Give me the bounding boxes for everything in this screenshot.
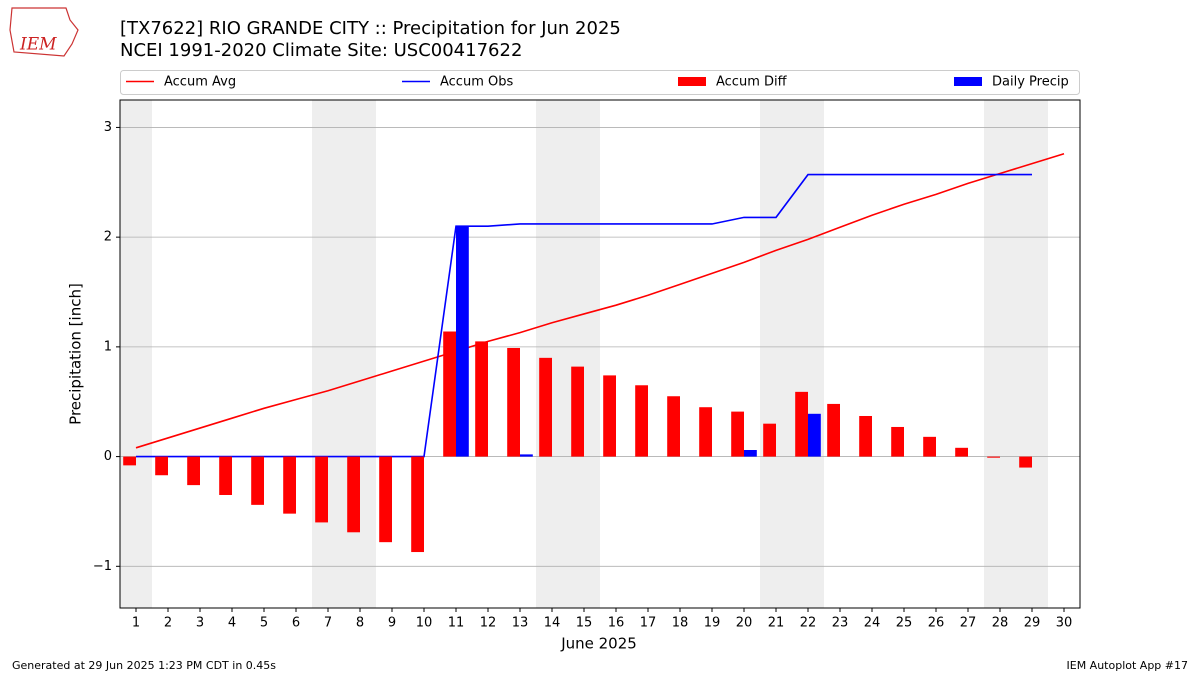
bar [251,456,264,505]
weekend-shade [568,100,600,608]
x-tick-label: 17 [640,616,657,631]
x-tick-label: 29 [1024,616,1041,631]
x-tick-label: 5 [260,616,268,631]
legend-box [120,70,1080,95]
x-tick-label: 9 [388,616,396,631]
legend-swatch [678,77,706,86]
x-tick-label: 25 [896,616,913,631]
bar [1019,456,1032,468]
y-tick-label: 1 [104,339,112,354]
bar [795,391,808,457]
y-tick-label: 3 [104,120,112,135]
x-tick-label: 6 [292,616,300,631]
y-axis-label: Precipitation [inch] [67,283,85,425]
weekend-shade [984,100,1016,608]
bar [315,456,328,523]
legend-label: Accum Avg [164,75,236,90]
x-tick-label: 26 [928,616,945,631]
legend-swatch [954,77,982,86]
x-tick-label: 11 [448,616,465,631]
bar [827,403,840,457]
bar [731,411,744,457]
bar [603,375,616,457]
weekend-shade [792,100,824,608]
y-tick-label: 0 [104,449,112,464]
bar [699,407,712,457]
bar [923,436,936,457]
x-tick-label: 23 [832,616,849,631]
bar [123,456,136,466]
y-tick-label: −1 [93,559,112,574]
x-tick-label: 21 [768,616,785,631]
x-tick-label: 24 [864,616,881,631]
x-tick-label: 1 [132,616,140,631]
bar [635,385,648,457]
x-tick-label: 19 [704,616,721,631]
bar [456,226,469,457]
weekend-shade [536,100,568,608]
logo-text: IEM [19,35,57,55]
x-tick-label: 13 [512,616,529,631]
x-tick-label: 28 [992,616,1009,631]
legend-label: Accum Obs [440,75,513,90]
bar [507,347,520,457]
bar [155,456,168,476]
weekend-shade [1016,100,1048,608]
bar [763,423,776,457]
line [136,173,1032,458]
bar [955,447,968,457]
x-tick-label: 8 [356,616,364,631]
bar [987,456,1000,458]
x-tick-label: 22 [800,616,817,631]
x-tick-label: 14 [544,616,561,631]
bar [411,456,424,553]
x-tick-label: 15 [576,616,593,631]
bar [520,454,533,457]
x-tick-label: 4 [228,616,236,631]
bar [283,456,296,514]
x-axis-label: June 2025 [560,635,637,653]
x-tick-label: 18 [672,616,689,631]
bar [891,426,904,457]
weekend-shade [760,100,792,608]
weekend-shade [312,100,344,608]
bar [187,456,200,486]
bar [859,415,872,457]
x-tick-label: 3 [196,616,204,631]
chart-title: [TX7622] RIO GRANDE CITY :: Precipitatio… [120,18,621,39]
legend-label: Accum Diff [716,75,788,90]
chart-subtitle: NCEI 1991-2020 Climate Site: USC00417622 [120,40,522,61]
weekend-shade [120,100,152,608]
logo-outline [9,7,79,57]
line [135,152,1065,449]
logo: IEM [9,7,79,57]
x-tick-label: 7 [324,616,332,631]
x-tick-label: 30 [1056,616,1073,631]
bar [443,331,456,457]
bar [219,456,232,495]
footer-left: Generated at 29 Jun 2025 1:23 PM CDT in … [12,659,276,672]
y-tick-label: 2 [104,230,112,245]
x-tick-label: 2 [164,616,172,631]
legend-label: Daily Precip [992,75,1069,90]
bar [539,357,552,457]
bar [379,456,392,543]
x-tick-label: 20 [736,616,753,631]
bar [744,450,757,457]
x-tick-label: 27 [960,616,977,631]
bar [667,396,680,457]
footer-right: IEM Autoplot App #17 [1067,659,1189,672]
plot-frame [119,99,1081,609]
x-tick-label: 10 [416,616,433,631]
bar [475,341,488,457]
bar [347,456,360,533]
x-tick-label: 12 [480,616,497,631]
x-tick-label: 16 [608,616,625,631]
bar [808,413,821,457]
bar [571,366,584,457]
